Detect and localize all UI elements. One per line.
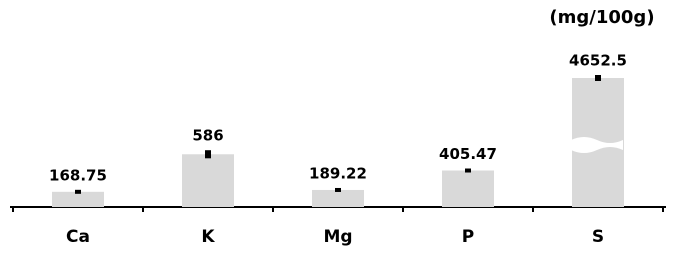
bar xyxy=(182,154,234,207)
bar xyxy=(52,191,104,207)
error-bar xyxy=(335,187,341,192)
bar xyxy=(312,189,364,207)
axis-break xyxy=(571,137,623,153)
error-bar xyxy=(465,168,471,173)
error-bar xyxy=(595,75,601,81)
value-label: 586 xyxy=(192,127,223,145)
value-label: 4652.5 xyxy=(569,52,627,70)
x-tick-label: S xyxy=(592,227,604,247)
value-label: 168.75 xyxy=(49,166,107,184)
value-label: 405.47 xyxy=(439,145,497,163)
x-tick-label: Mg xyxy=(323,227,352,247)
x-tick-label: K xyxy=(201,227,215,247)
x-tick-label: P xyxy=(462,227,474,247)
value-label: 189.22 xyxy=(309,164,367,182)
bar xyxy=(442,170,494,207)
error-bar xyxy=(75,189,81,194)
unit-label: (mg/100g) xyxy=(549,7,654,28)
x-tick-label: Ca xyxy=(66,227,90,247)
error-bar xyxy=(205,150,211,159)
